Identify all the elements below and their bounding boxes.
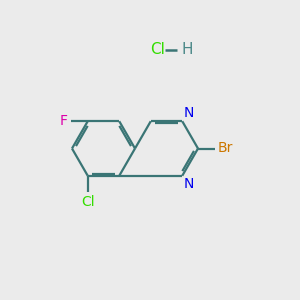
Text: N: N — [184, 177, 194, 191]
Text: H: H — [182, 42, 193, 57]
Text: Cl: Cl — [150, 42, 165, 57]
Text: Br: Br — [218, 142, 233, 155]
Text: Cl: Cl — [81, 195, 94, 209]
Text: N: N — [184, 106, 194, 120]
Text: F: F — [60, 114, 68, 128]
